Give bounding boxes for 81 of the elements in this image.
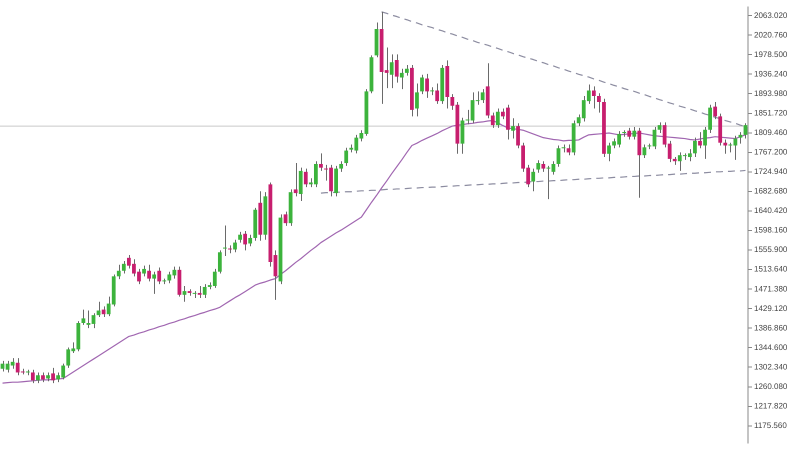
y-tick-label: 1978.500 [754,50,788,59]
candlestick [430,86,434,96]
candlestick [460,117,464,154]
y-tick-label: 2020.760 [754,30,788,40]
candlestick [243,230,248,251]
candlestick [81,309,86,326]
y-tick-label: 1767.200 [754,148,788,157]
candlestick [420,74,424,95]
candlestick [738,132,742,144]
candlestick [102,306,106,318]
y-tick-label: 1344.600 [754,342,788,352]
y-tick-label: 1513.640 [754,264,788,274]
y-tick-label: 1429.120 [754,304,788,313]
candlestick [319,152,323,172]
candlestick [202,284,207,299]
candlestick [541,160,546,172]
candlestick [425,73,429,98]
candlestick [218,250,222,274]
candlestick [30,369,35,384]
y-tick-label: 1217.820 [754,402,788,411]
candlestick [142,265,146,277]
candlestick [223,224,227,256]
candlestick [693,137,697,158]
candlestick [627,127,632,140]
y-tick-label: 1175.560 [754,421,788,430]
candlestick [248,234,252,247]
candlestick [536,160,540,174]
candlestick [198,286,202,299]
y-tick-label: 1724.940 [754,167,788,176]
candlestick [516,122,520,149]
candlestick [41,372,45,383]
candlestick [36,372,40,384]
candlestick [490,112,495,128]
candlestick [404,64,409,76]
candlestick [233,239,237,253]
candlestick [400,68,404,90]
y-tick-label: 1598.160 [754,226,788,235]
y-tick-label: 1260.080 [754,382,788,391]
candlestick [723,138,728,154]
candlestick [157,267,162,285]
y-tick-label: 1302.340 [754,362,788,372]
candlestick [531,168,536,192]
candlestick [642,144,646,158]
candlestick [390,54,394,89]
candlestick [435,83,440,104]
candlestick [703,126,707,160]
candlestick [116,264,121,280]
y-tick-label: 1471.380 [754,284,788,294]
candlestick [415,83,419,117]
candlestick [147,264,151,282]
candlestick [394,54,399,84]
y-tick-label: 1809.460 [754,128,788,137]
candlestick [344,147,348,166]
y-tick-label: 1893.980 [754,88,788,98]
candlestick [304,168,308,188]
y-tick-label: 1936.240 [754,69,788,78]
candlestick [122,260,126,274]
candlestick [51,367,55,384]
y-tick-label: 1682.680 [754,186,788,196]
candlestick [607,142,611,162]
candlestick [496,108,500,128]
candlestick [339,160,344,172]
candlestick [592,86,596,110]
y-tick-label: 2063.020 [754,10,788,20]
candlestick [744,122,748,140]
y-tick-label: 1555.900 [754,245,788,254]
candlestick [238,231,242,244]
candlestick [298,167,303,202]
y-tick-label: 1851.720 [754,108,788,118]
candlestick [562,144,566,153]
y-tick-label: 1386.860 [754,323,788,332]
y-tick-label: 1640.420 [754,206,788,216]
candlestick [182,286,186,302]
candlestick [556,144,560,168]
candlestick [708,104,712,134]
candlestick [698,132,702,149]
candlestick [632,126,636,140]
candlestick [713,102,718,120]
candlestick [597,92,601,114]
candlestick [566,144,570,156]
candlestick [511,118,515,140]
